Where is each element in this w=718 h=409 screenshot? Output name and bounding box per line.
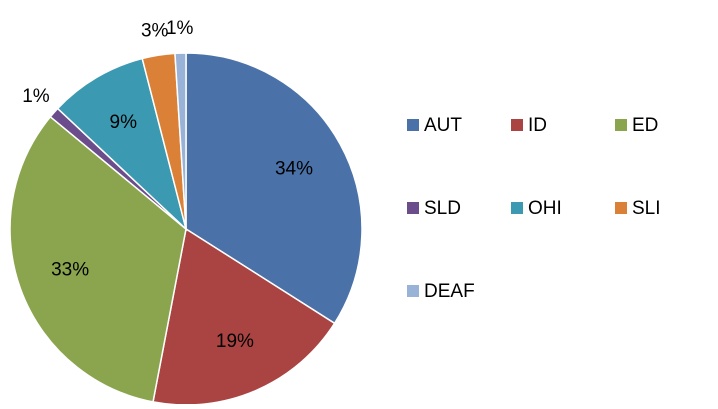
- legend-label: ID: [528, 115, 547, 136]
- data-label: 9%: [110, 112, 138, 133]
- legend-swatch: [407, 202, 419, 214]
- legend-swatch: [407, 285, 419, 297]
- pie-slice: [185, 52, 363, 325]
- legend-swatch: [407, 119, 419, 131]
- legend-label: AUT: [424, 115, 462, 136]
- pie-slice: [56, 57, 188, 232]
- data-label: 19%: [216, 331, 254, 352]
- data-label: 3%: [141, 20, 169, 41]
- legend-swatch: [511, 119, 523, 131]
- data-label: 34%: [275, 159, 313, 180]
- data-label: 1%: [22, 86, 50, 107]
- legend-label: ED: [632, 115, 658, 136]
- data-label: 33%: [51, 260, 89, 281]
- legend-swatch: [615, 119, 627, 131]
- pie-slice: [174, 52, 187, 230]
- legend-label: SLI: [632, 198, 661, 219]
- legend-label: SLD: [424, 198, 461, 219]
- legend-swatch: [615, 202, 627, 214]
- pie-slice: [9, 115, 187, 403]
- data-label: 1%: [166, 18, 194, 39]
- legend-label: DEAF: [424, 281, 475, 302]
- legend-swatch: [511, 202, 523, 214]
- legend-label: OHI: [528, 198, 562, 219]
